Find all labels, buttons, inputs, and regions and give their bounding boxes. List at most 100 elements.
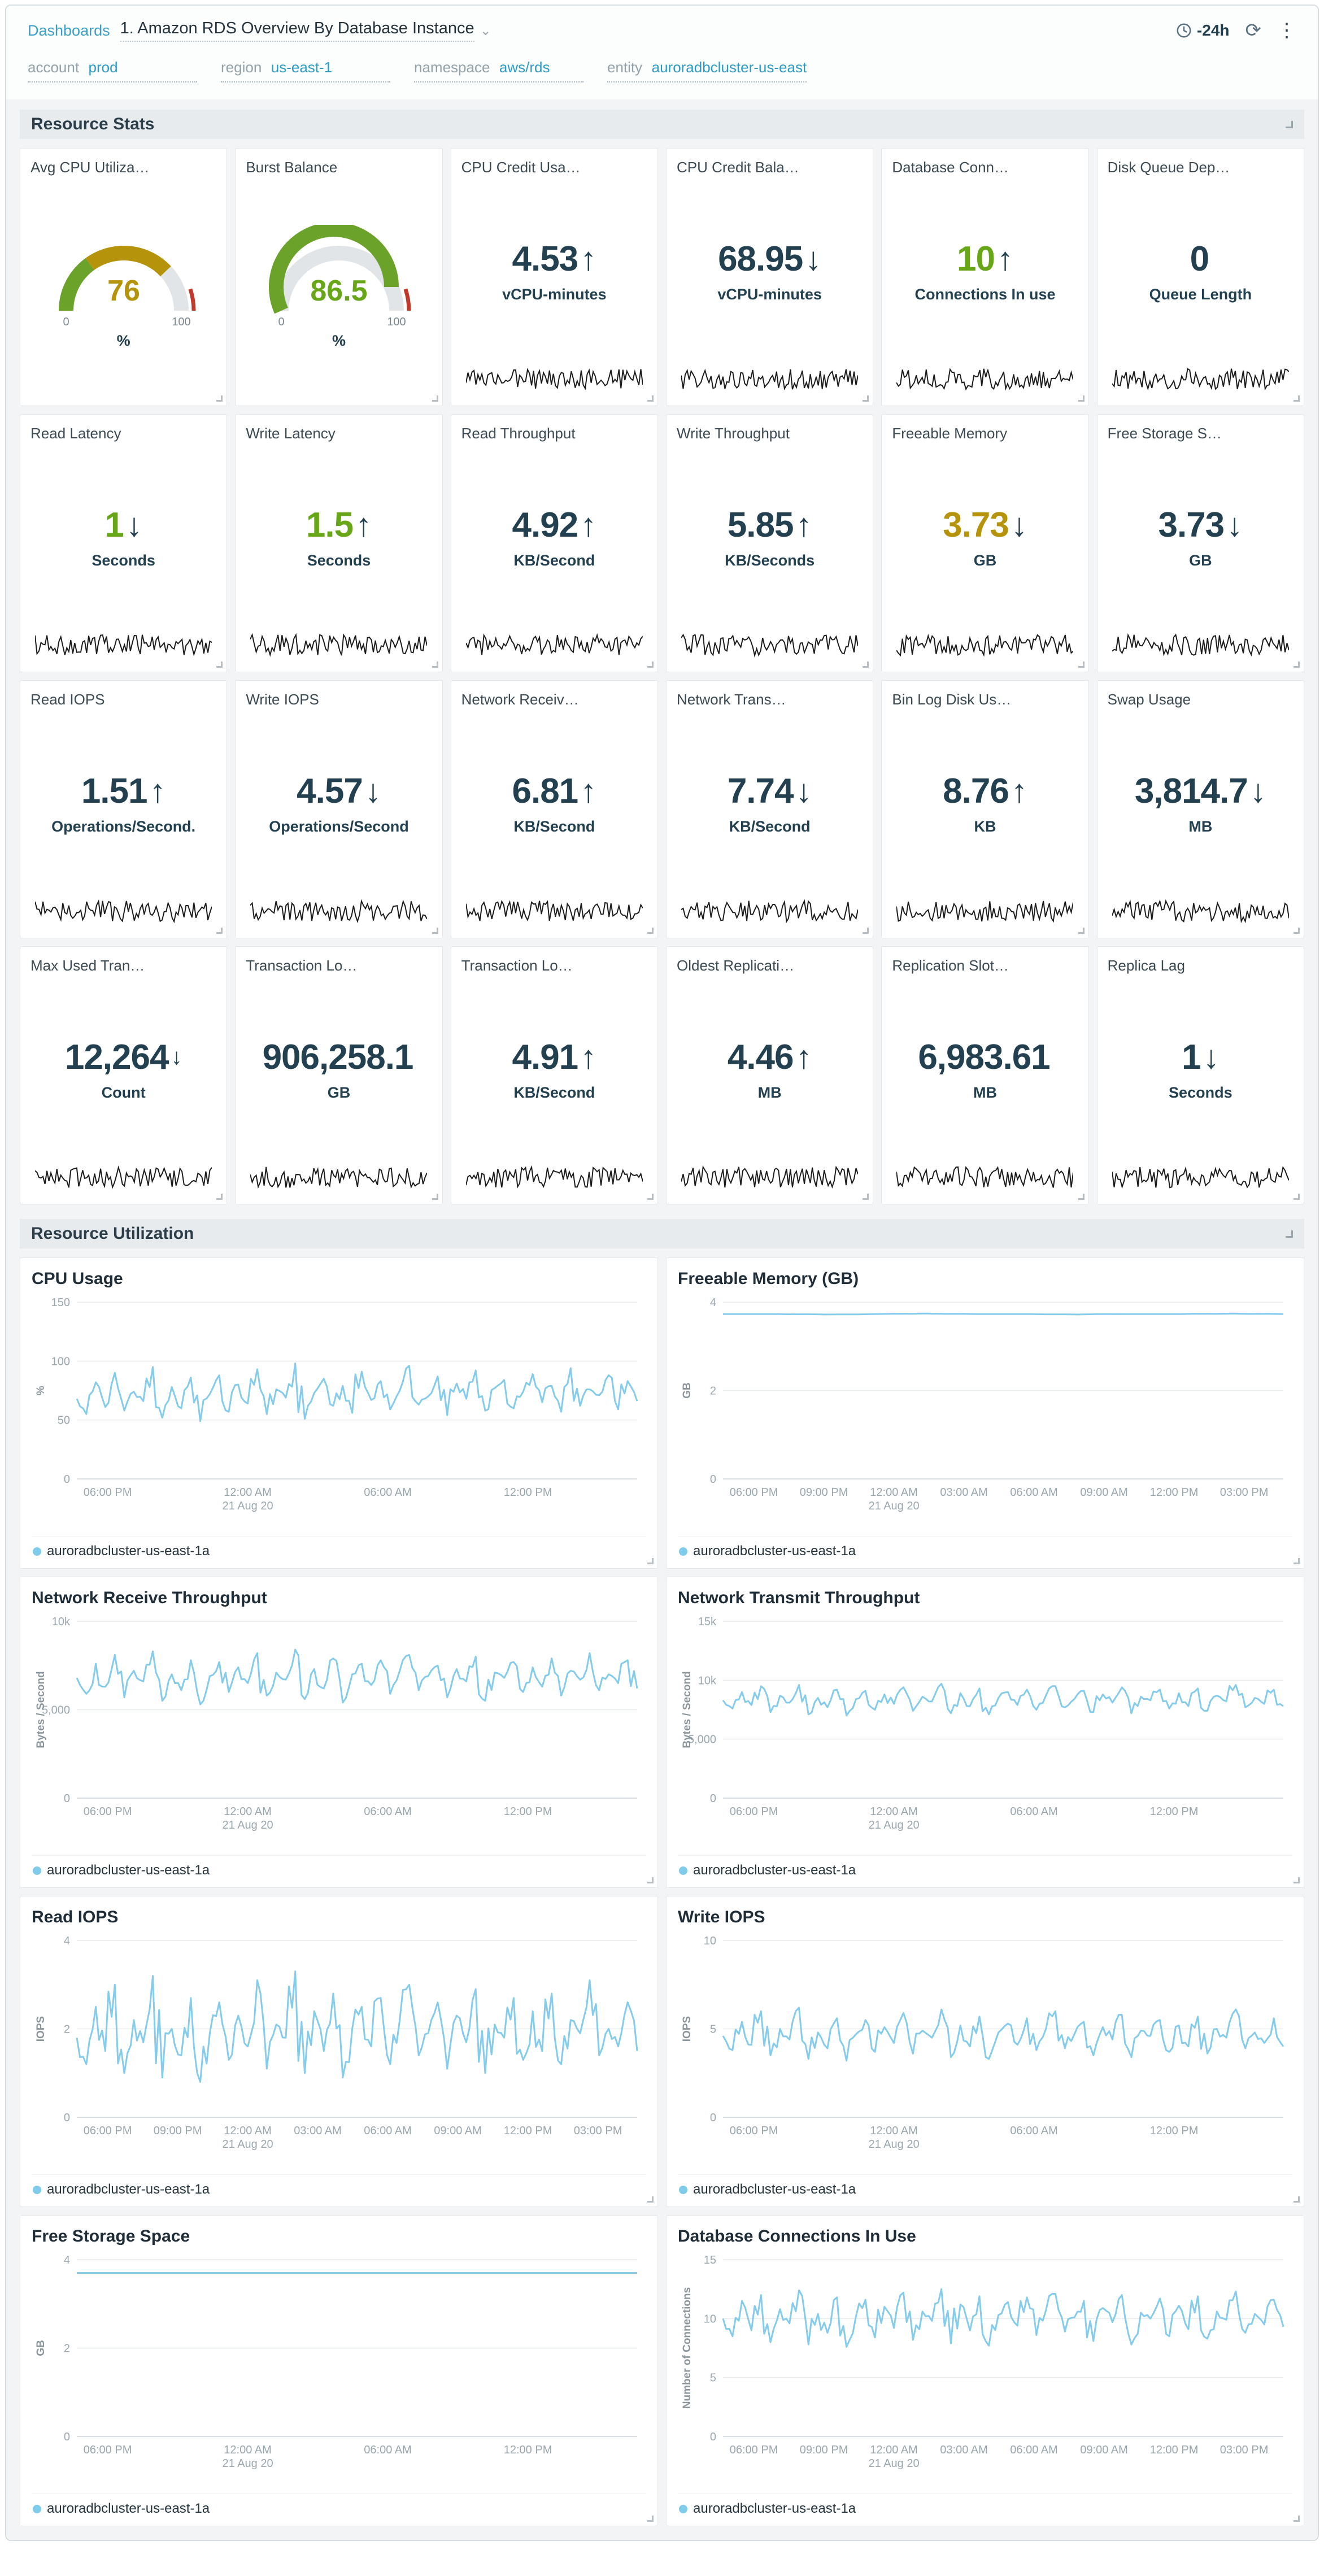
chart-legend[interactable]: auroradbcluster-us-east-1a xyxy=(678,1536,1292,1563)
resize-handle-icon[interactable] xyxy=(647,2196,654,2203)
chart-legend[interactable]: auroradbcluster-us-east-1a xyxy=(32,1536,646,1563)
resize-handle-icon[interactable] xyxy=(1293,2196,1300,2203)
stat-card-title: CPU Credit Usa… xyxy=(461,159,581,176)
svg-text:5: 5 xyxy=(710,2024,716,2036)
resize-handle-icon[interactable] xyxy=(432,1194,438,1200)
svg-text:12:00 PM: 12:00 PM xyxy=(504,1805,552,1818)
stat-card: Read IOPS 1.51 ↑ Operations/Second. xyxy=(20,680,228,938)
line-chart[interactable]: 0 5 10 IOPS 06:00 PM 12:00 AM 21 Aug 20 06:00 A… xyxy=(678,1933,1292,2150)
chart-legend[interactable]: auroradbcluster-us-east-1a xyxy=(32,1855,646,1882)
resize-handle-icon[interactable] xyxy=(432,928,438,934)
filter-account[interactable]: account prod xyxy=(28,59,197,82)
line-chart[interactable]: 0 2 4 IOPS 06:00 PM 09:00 PM 12:00 AM 21 Aug 20… xyxy=(32,1933,646,2150)
resize-handle-icon[interactable] xyxy=(1078,1194,1085,1200)
filter-label: namespace xyxy=(414,59,490,76)
svg-text:12:00 PM: 12:00 PM xyxy=(1150,1486,1199,1499)
section-resource-stats[interactable]: Resource Stats xyxy=(20,110,1304,139)
resize-handle-icon[interactable] xyxy=(1293,1194,1300,1200)
svg-text:03:00 AM: 03:00 AM xyxy=(940,2444,988,2456)
resize-handle-icon[interactable] xyxy=(216,928,223,934)
svg-text:4: 4 xyxy=(64,1935,70,1947)
section-resource-utilization[interactable]: Resource Utilization xyxy=(20,1219,1304,1248)
stat-card-title: Disk Queue Dep… xyxy=(1107,159,1230,176)
svg-text:06:00 PM: 06:00 PM xyxy=(84,2444,132,2456)
stat-unit: GB xyxy=(973,552,997,569)
breadcrumb-dashboards-link[interactable]: Dashboards xyxy=(28,21,110,39)
resize-handle-icon[interactable] xyxy=(432,395,438,402)
svg-text:2: 2 xyxy=(64,2343,70,2355)
resize-handle-icon[interactable] xyxy=(863,662,869,668)
resize-handle-icon[interactable] xyxy=(863,928,869,934)
line-chart[interactable]: 0 50 100 150% 06:00 PM 12:00 AM 21 Aug 20 06:00… xyxy=(32,1294,646,1512)
stat-card-title: Write Throughput xyxy=(677,425,790,442)
resize-handle-icon[interactable] xyxy=(647,1194,654,1200)
resize-handle-icon[interactable] xyxy=(647,662,654,668)
line-chart[interactable]: 0 5 10 15 Number of Connections 06:00 PM 09:00… xyxy=(678,2252,1292,2469)
resize-handle-icon[interactable] xyxy=(1078,395,1085,402)
chart-legend[interactable]: auroradbcluster-us-east-1a xyxy=(32,2494,646,2520)
line-chart[interactable]: 0 2 4 GB 06:00 PM 09:00 PM 12:00 AM 21 Aug 20 03… xyxy=(678,1294,1292,1512)
resize-handle-icon[interactable] xyxy=(1078,662,1085,668)
resize-handle-icon[interactable] xyxy=(647,1558,654,1564)
resize-handle-icon[interactable] xyxy=(863,1194,869,1200)
line-chart[interactable]: 0 5,000 10k Bytes / Second 06:00 PM 12:00 AM 2… xyxy=(32,1613,646,1831)
chart-card: Write IOPS 0 5 10 IOPS 06:00 PM 12:00 AM 21 Au… xyxy=(666,1896,1304,2207)
resize-handle-icon[interactable] xyxy=(647,928,654,934)
resize-handle-icon[interactable] xyxy=(1293,1877,1300,1883)
legend-label: auroradbcluster-us-east-1a xyxy=(47,1543,210,1559)
svg-text:12:00 AM: 12:00 AM xyxy=(224,1486,272,1499)
resize-handle-icon[interactable] xyxy=(216,1194,223,1200)
resize-handle-icon[interactable] xyxy=(1293,662,1300,668)
chart-legend[interactable]: auroradbcluster-us-east-1a xyxy=(678,2174,1292,2201)
chart-legend[interactable]: auroradbcluster-us-east-1a xyxy=(678,2494,1292,2520)
resize-handle-icon[interactable] xyxy=(647,2516,654,2522)
resize-handle-icon[interactable] xyxy=(863,395,869,402)
sparkline xyxy=(35,1164,212,1190)
resize-handle-icon[interactable] xyxy=(647,1877,654,1883)
chart-title: Free Storage Space xyxy=(32,2227,190,2246)
chart-legend[interactable]: auroradbcluster-us-east-1a xyxy=(678,1855,1292,1882)
stat-card: Freeable Memory 3.73 ↓ GB xyxy=(881,414,1089,672)
chart-legend[interactable]: auroradbcluster-us-east-1a xyxy=(32,2174,646,2201)
stat-card-title: Max Used Tran… xyxy=(31,957,145,974)
resize-handle-icon[interactable] xyxy=(1293,928,1300,934)
sparkline xyxy=(1112,1164,1289,1190)
svg-text:86.5: 86.5 xyxy=(310,275,367,307)
resize-handle-icon[interactable] xyxy=(1078,928,1085,934)
stat-card-title: Freeable Memory xyxy=(892,425,1008,442)
stat-card-title: Replica Lag xyxy=(1107,957,1185,974)
resize-handle-icon[interactable] xyxy=(647,395,654,402)
line-chart[interactable]: 0 2 4 GB 06:00 PM 12:00 AM 21 Aug 20 06:00 AM 12… xyxy=(32,2252,646,2469)
stat-card: Max Used Tran… 12,264 ↓ Count xyxy=(20,946,228,1204)
svg-text:150: 150 xyxy=(51,1296,70,1309)
refresh-icon[interactable]: ⟳ xyxy=(1245,20,1262,41)
stat-value: 906,258.1 xyxy=(262,1038,414,1077)
stat-value: 8.76 xyxy=(943,772,1009,811)
line-chart[interactable]: 0 5,000 10k 15k Bytes / Second 06:00 PM 12:00 … xyxy=(678,1613,1292,1831)
svg-text:21 Aug 20: 21 Aug 20 xyxy=(223,2457,273,2469)
kebab-menu-icon[interactable]: ⋮ xyxy=(1277,20,1296,41)
dashboard-title-dropdown[interactable]: 1. Amazon RDS Overview By Database Insta… xyxy=(120,19,474,42)
svg-text:GB: GB xyxy=(681,1382,693,1399)
resize-handle-icon[interactable] xyxy=(216,662,223,668)
filter-namespace[interactable]: namespace aws/rds xyxy=(414,59,583,82)
stat-unit: Seconds xyxy=(307,552,371,569)
stat-unit: % xyxy=(116,332,130,349)
resize-handle-icon[interactable] xyxy=(1293,2516,1300,2522)
resize-handle-icon[interactable] xyxy=(1293,395,1300,402)
resize-handle-icon[interactable] xyxy=(216,395,223,402)
section-resize-icon[interactable] xyxy=(1286,120,1293,128)
resize-handle-icon[interactable] xyxy=(1293,1558,1300,1564)
stat-card: Write Throughput 5.85 ↑ KB/Seconds xyxy=(666,414,874,672)
time-range-picker[interactable]: -24h xyxy=(1175,21,1230,40)
stat-card: Network Receiv… 6.81 ↑ KB/Second xyxy=(450,680,658,938)
resize-handle-icon[interactable] xyxy=(432,662,438,668)
filter-entity[interactable]: entity auroradbcluster-us-east xyxy=(607,59,807,82)
svg-text:09:00 AM: 09:00 AM xyxy=(434,2125,482,2137)
svg-text:10k: 10k xyxy=(698,1674,717,1687)
stat-card-avg-cpu: Avg CPU Utiliza… 76 0 100 % xyxy=(20,148,228,406)
svg-text:06:00 PM: 06:00 PM xyxy=(730,2125,778,2137)
filter-region[interactable]: region us-east-1 xyxy=(221,59,390,82)
svg-text:06:00 PM: 06:00 PM xyxy=(730,1486,778,1499)
section-resize-icon[interactable] xyxy=(1286,1230,1293,1238)
